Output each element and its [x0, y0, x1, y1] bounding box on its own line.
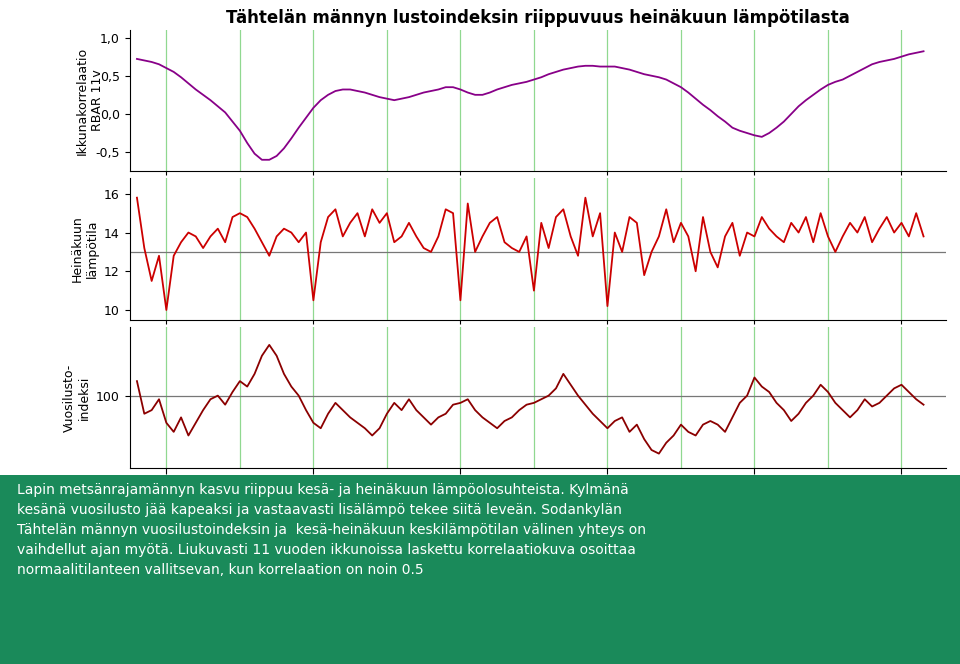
Y-axis label: Ikkunakorrelaatio
RBAR 11v: Ikkunakorrelaatio RBAR 11v — [76, 46, 104, 155]
Title: Tähtelän männyn lustoindeksin riippuvuus heinäkuun lämpötilasta: Tähtelän männyn lustoindeksin riippuvuus… — [226, 9, 850, 27]
Y-axis label: Heinäkuun
lämpötila: Heinäkuun lämpötila — [70, 216, 99, 282]
Y-axis label: Vuosilusto-
indeksi: Vuosilusto- indeksi — [62, 363, 90, 432]
Text: Lapin metsänrajamännyn kasvu riippuu kesä- ja heinäkuun lämpöolosuhteista. Kylmä: Lapin metsänrajamännyn kasvu riippuu kes… — [17, 483, 646, 577]
